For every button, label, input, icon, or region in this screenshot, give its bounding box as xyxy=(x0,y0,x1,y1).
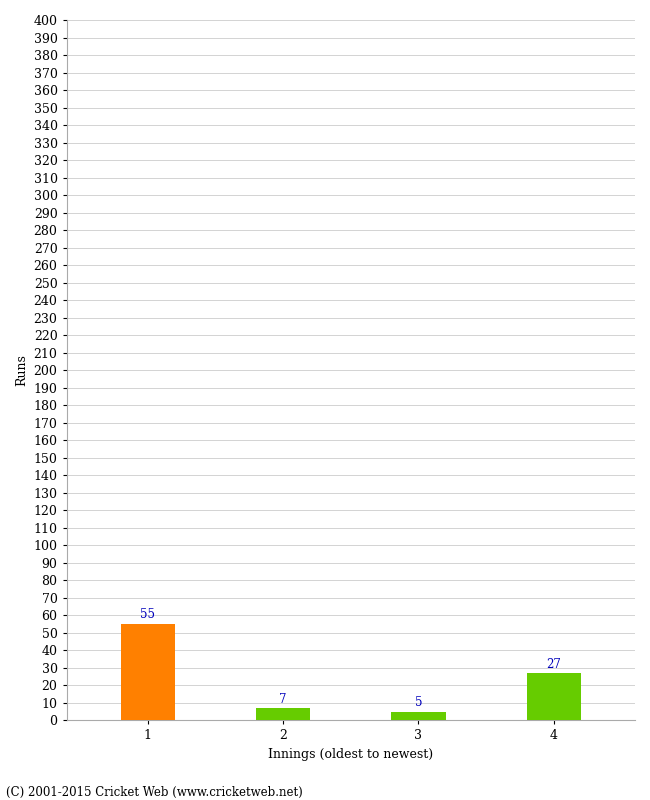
Text: 7: 7 xyxy=(280,693,287,706)
Bar xyxy=(526,673,581,721)
Text: 5: 5 xyxy=(415,696,422,709)
Bar xyxy=(391,712,445,721)
Text: 27: 27 xyxy=(547,658,561,670)
Y-axis label: Runs: Runs xyxy=(15,354,28,386)
Text: 55: 55 xyxy=(140,609,155,622)
Bar xyxy=(256,708,310,721)
Text: (C) 2001-2015 Cricket Web (www.cricketweb.net): (C) 2001-2015 Cricket Web (www.cricketwe… xyxy=(6,786,304,799)
X-axis label: Innings (oldest to newest): Innings (oldest to newest) xyxy=(268,748,434,761)
Bar xyxy=(121,624,175,721)
